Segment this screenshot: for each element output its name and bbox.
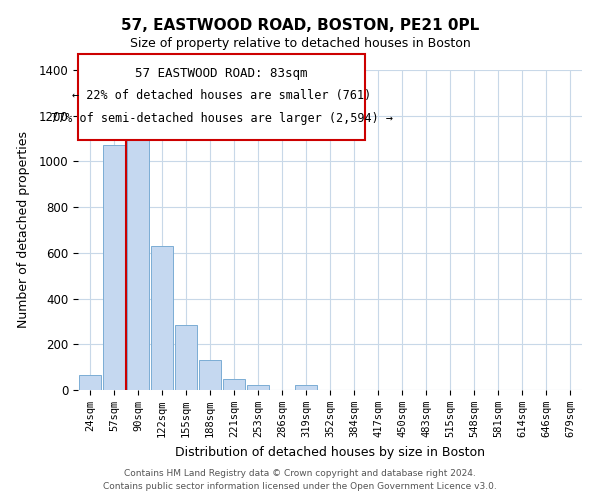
Bar bbox=[295, 386, 317, 390]
Text: 77% of semi-detached houses are larger (2,594) →: 77% of semi-detached houses are larger (… bbox=[50, 112, 392, 124]
Text: 57, EASTWOOD ROAD, BOSTON, PE21 0PL: 57, EASTWOOD ROAD, BOSTON, PE21 0PL bbox=[121, 18, 479, 32]
Text: Contains public sector information licensed under the Open Government Licence v3: Contains public sector information licen… bbox=[103, 482, 497, 491]
Bar bbox=[175, 325, 197, 390]
Bar bbox=[127, 126, 149, 390]
Text: ← 22% of detached houses are smaller (761): ← 22% of detached houses are smaller (76… bbox=[72, 89, 371, 102]
Bar bbox=[199, 360, 221, 390]
Text: 57 EASTWOOD ROAD: 83sqm: 57 EASTWOOD ROAD: 83sqm bbox=[136, 67, 308, 80]
Y-axis label: Number of detached properties: Number of detached properties bbox=[17, 132, 30, 328]
Bar bbox=[247, 386, 269, 390]
Bar bbox=[103, 146, 125, 390]
Text: Contains HM Land Registry data © Crown copyright and database right 2024.: Contains HM Land Registry data © Crown c… bbox=[124, 468, 476, 477]
Bar bbox=[151, 246, 173, 390]
FancyBboxPatch shape bbox=[78, 54, 365, 141]
Bar bbox=[223, 380, 245, 390]
Text: Size of property relative to detached houses in Boston: Size of property relative to detached ho… bbox=[130, 38, 470, 51]
Bar bbox=[79, 375, 101, 390]
X-axis label: Distribution of detached houses by size in Boston: Distribution of detached houses by size … bbox=[175, 446, 485, 458]
